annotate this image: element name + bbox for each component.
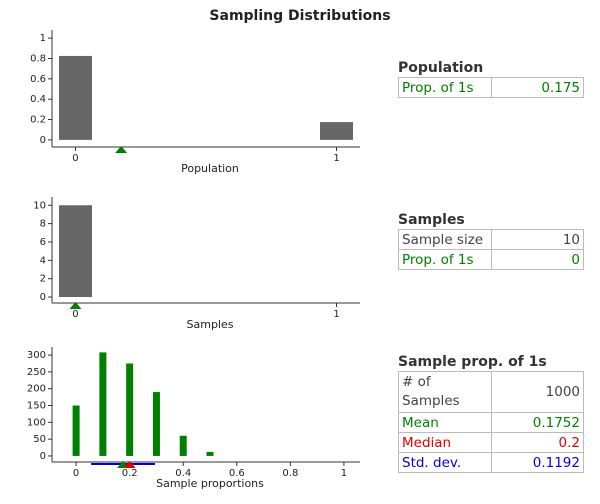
y-tick-label: 1 xyxy=(40,33,46,44)
stat-value: 10 xyxy=(491,229,584,250)
bar xyxy=(58,55,92,140)
stats-row: Sample size 10 xyxy=(398,229,584,250)
stats-table: Prop. of 1s 0.175 xyxy=(398,77,584,98)
x-axis-label: Population xyxy=(181,162,239,175)
bar xyxy=(72,405,80,456)
stats-row: Mean 0.1752 xyxy=(398,412,584,433)
stat-label: Mean xyxy=(398,412,492,433)
cell-text: 0.1192 xyxy=(532,454,580,471)
stat-value: 0 xyxy=(491,249,584,270)
stats-row: # of Samples 1000 xyxy=(398,371,584,413)
cell-text: Mean xyxy=(402,414,439,431)
stat-label: Std. dev. xyxy=(398,452,492,473)
y-tick-label: 250 xyxy=(27,367,46,378)
y-tick-label: 150 xyxy=(27,401,46,412)
y-tick-label: 2 xyxy=(40,274,46,285)
bar xyxy=(126,363,134,456)
bar xyxy=(320,122,354,140)
y-tick-label: 4 xyxy=(40,255,46,266)
x-axis-label: Samples xyxy=(187,318,234,331)
cell-text: 0.2 xyxy=(558,434,580,451)
x-tick-label: 0.4 xyxy=(175,468,191,479)
y-tick-label: 6 xyxy=(40,237,46,248)
y-tick-label: 200 xyxy=(27,384,46,395)
stat-label: Sample size xyxy=(398,229,492,250)
stat-value: 1000 xyxy=(491,371,584,413)
stat-label: Prop. of 1s xyxy=(398,249,492,270)
y-tick-label: 8 xyxy=(40,219,46,230)
bar xyxy=(179,435,187,456)
x-tick-label: 0 xyxy=(73,468,79,479)
cell-text: Prop. of 1s xyxy=(402,251,474,268)
y-tick-label: 50 xyxy=(33,434,46,445)
stat-value: 0.2 xyxy=(491,432,584,453)
bar xyxy=(99,352,107,456)
panel-title: Samples xyxy=(398,212,465,228)
cell-text: 0.175 xyxy=(541,79,580,96)
stats-table: # of Samples 1000 Mean 0.1752 Median 0.2 Std. … xyxy=(398,371,584,473)
stat-value: 0.175 xyxy=(491,77,584,98)
y-tick-label: 100 xyxy=(27,417,46,428)
x-tick-label: 0.6 xyxy=(229,468,245,479)
stat-value: 0.1752 xyxy=(491,412,584,433)
y-tick-label: 0.6 xyxy=(30,74,46,85)
cell-text: Sample size xyxy=(402,231,484,248)
stat-label: # of Samples xyxy=(398,371,492,413)
x-tick-label: 1 xyxy=(333,309,339,320)
x-axis-label: Sample proportions xyxy=(156,477,264,490)
y-tick-label: 0.4 xyxy=(30,94,46,105)
stat-value: 0.1192 xyxy=(491,452,584,473)
y-tick-label: 300 xyxy=(27,350,46,361)
y-tick-label: 0.8 xyxy=(30,53,46,64)
stats-row: Median 0.2 xyxy=(398,432,584,453)
page-title: Sampling Distributions xyxy=(209,8,390,24)
panel-title: Sample prop. of 1s xyxy=(398,354,547,370)
stat-label: Prop. of 1s xyxy=(398,77,492,98)
y-tick-label: 0 xyxy=(40,451,46,462)
stat-label: Median xyxy=(398,432,492,453)
x-tick-label: 1 xyxy=(341,468,347,479)
stats-row: Prop. of 1s 0.175 xyxy=(398,77,584,98)
x-tick-label: 0.8 xyxy=(282,468,298,479)
cell-text: Prop. of 1s xyxy=(402,79,474,96)
bar xyxy=(152,392,160,456)
x-tick-label: 0.2 xyxy=(122,468,138,479)
stats-table: Sample size 10 Prop. of 1s 0 xyxy=(398,229,584,270)
stats-panel: Samples Sample size 10 Prop. of 1s 0 xyxy=(398,212,584,270)
x-tick-label: 0 xyxy=(72,153,78,164)
cell-text: 10 xyxy=(562,231,580,248)
cell-text: 0.1752 xyxy=(532,414,580,431)
stats-row: Std. dev. 0.1192 xyxy=(398,452,584,473)
cell-text: # of Samples xyxy=(402,374,460,409)
cell-text: Std. dev. xyxy=(402,454,462,471)
y-tick-label: 0 xyxy=(40,135,46,146)
y-tick-label: 10 xyxy=(33,200,46,211)
stats-panel: Population Prop. of 1s 0.175 xyxy=(398,60,584,98)
panel-title: Population xyxy=(398,60,484,76)
x-tick-label: 1 xyxy=(333,153,339,164)
bar xyxy=(58,205,92,298)
y-tick-label: 0.2 xyxy=(30,115,46,126)
cell-text: 1000 xyxy=(545,384,580,400)
stats-panel: Sample prop. of 1s # of Samples 1000 Mean 0.… xyxy=(398,354,584,473)
cell-text: Median xyxy=(402,434,452,451)
bar xyxy=(206,451,214,456)
stats-row: Prop. of 1s 0 xyxy=(398,249,584,270)
marker-triangle xyxy=(123,461,136,468)
x-tick-label: 0 xyxy=(72,309,78,320)
y-tick-label: 0 xyxy=(40,292,46,303)
marker-triangle xyxy=(69,302,82,309)
marker-triangle xyxy=(115,146,128,153)
cell-text: 0 xyxy=(571,251,580,268)
